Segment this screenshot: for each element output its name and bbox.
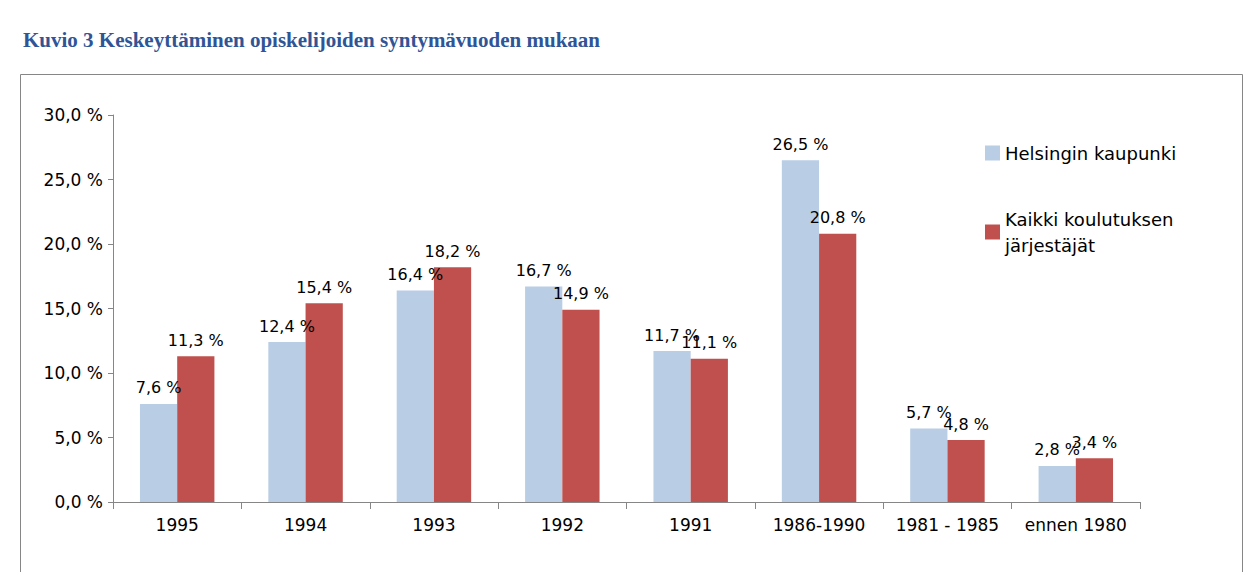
- svg-text:11,7 %: 11,7 %: [644, 325, 700, 345]
- svg-text:1986-1990: 1986-1990: [773, 515, 866, 535]
- svg-text:25,0 %: 25,0 %: [44, 170, 103, 190]
- svg-text:16,4 %: 16,4 %: [387, 265, 443, 284]
- svg-text:15,4 %: 15,4 %: [296, 278, 352, 297]
- svg-text:1993: 1993: [412, 515, 455, 535]
- svg-text:4,8 %: 4,8 %: [943, 415, 989, 434]
- svg-text:1992: 1992: [541, 515, 584, 535]
- svg-text:0,0 %: 0,0 %: [54, 492, 103, 512]
- svg-text:11,1 %: 11,1 %: [681, 333, 737, 352]
- svg-text:5,0 %: 5,0 %: [54, 428, 103, 448]
- svg-text:1995: 1995: [156, 515, 199, 535]
- svg-text:18,2 %: 18,2 %: [425, 242, 481, 261]
- svg-text:16,7 %: 16,7 %: [516, 261, 572, 280]
- svg-text:20,8 %: 20,8 %: [810, 208, 866, 227]
- svg-text:3,4 %: 3,4 %: [1072, 433, 1118, 452]
- svg-text:Kaikki koulutuksen: Kaikki koulutuksen: [1005, 209, 1179, 230]
- svg-text:30,0 %: 30,0 %: [44, 105, 103, 125]
- svg-text:15,0 %: 15,0 %: [44, 299, 103, 319]
- svg-text:1991: 1991: [669, 515, 712, 535]
- svg-text:14,9 %: 14,9 %: [553, 284, 609, 303]
- svg-text:7,6 %: 7,6 %: [136, 378, 182, 397]
- svg-text:11,3 %: 11,3 %: [168, 331, 224, 350]
- svg-text:Helsingin kaupunki: Helsingin kaupunki: [1005, 143, 1176, 164]
- svg-text:5,7 %: 5,7 %: [906, 403, 952, 422]
- svg-text:26,5 %: 26,5 %: [772, 135, 828, 154]
- svg-text:1981 - 1985: 1981 - 1985: [896, 515, 999, 535]
- svg-text:12,4 %: 12,4 %: [259, 317, 315, 336]
- svg-text:10,0 %: 10,0 %: [44, 363, 103, 383]
- svg-text:Kuvio 3 Keskeyttäminen opiskel: Kuvio 3 Keskeyttäminen opiskelijoiden sy…: [23, 28, 600, 52]
- svg-text:ennen 1980: ennen 1980: [1025, 515, 1127, 535]
- svg-text:1994: 1994: [284, 515, 327, 535]
- svg-text:20,0 %: 20,0 %: [44, 234, 103, 254]
- svg-text:järjestäjät: järjestäjät: [1004, 235, 1095, 256]
- svg-text:2,8 %: 2,8 %: [1034, 440, 1081, 460]
